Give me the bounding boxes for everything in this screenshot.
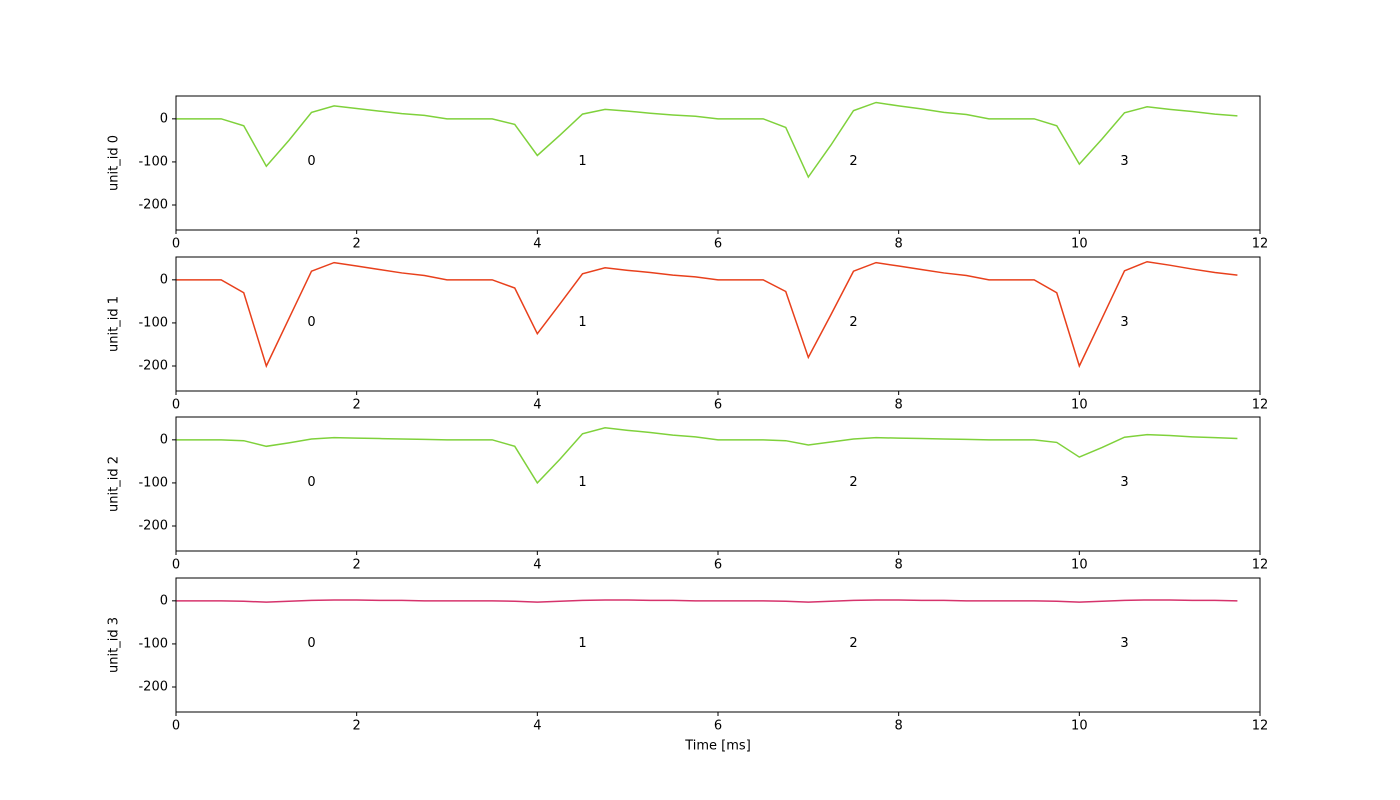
x-tick-label: 12 xyxy=(1252,558,1269,573)
x-tick-label: 12 xyxy=(1252,398,1269,413)
x-tick-label: 4 xyxy=(533,398,541,413)
x-tick-label: 0 xyxy=(172,558,180,573)
channel-label: 2 xyxy=(849,154,857,169)
y-tick-label: 0 xyxy=(160,272,168,287)
waveform-line xyxy=(176,101,1238,179)
y-tick-label: -100 xyxy=(138,315,168,330)
channel-label: 3 xyxy=(1120,315,1128,330)
x-tick-label: 12 xyxy=(1252,719,1269,734)
y-tick-label: -200 xyxy=(138,680,168,695)
x-tick-label: 0 xyxy=(172,237,180,252)
x-tick-label: 6 xyxy=(714,398,722,413)
x-tick-label: 8 xyxy=(895,398,903,413)
x-tick-label: 6 xyxy=(714,237,722,252)
y-tick-label: -100 xyxy=(138,154,168,169)
x-tick-label: 4 xyxy=(533,558,541,573)
y-axis-label: unit_id 3 xyxy=(107,617,122,673)
x-tick-label: 8 xyxy=(895,719,903,734)
waveform-line xyxy=(176,599,1238,603)
x-tick-label: 6 xyxy=(714,558,722,573)
x-tick-label: 6 xyxy=(714,719,722,734)
x-tick-label: 12 xyxy=(1252,237,1269,252)
channel-label: 3 xyxy=(1120,475,1128,490)
axes-frame xyxy=(175,416,1261,552)
axes-frame xyxy=(175,95,1261,231)
channel-label: 1 xyxy=(578,475,586,490)
y-axis-label: unit_id 1 xyxy=(107,296,122,352)
channel-label: 1 xyxy=(578,636,586,651)
x-tick-label: 4 xyxy=(533,719,541,734)
y-tick-label: 0 xyxy=(160,111,168,126)
channel-label: 2 xyxy=(849,636,857,651)
x-tick-label: 2 xyxy=(353,558,361,573)
x-tick-label: 10 xyxy=(1071,398,1088,413)
x-tick-label: 10 xyxy=(1071,237,1088,252)
channel-label: 0 xyxy=(307,636,315,651)
x-tick-label: 0 xyxy=(172,398,180,413)
y-tick-label: 0 xyxy=(160,432,168,447)
x-tick-label: 0 xyxy=(172,719,180,734)
x-tick-label: 2 xyxy=(353,398,361,413)
axes-frame xyxy=(175,577,1261,713)
y-axis-label: unit_id 0 xyxy=(107,135,122,191)
axes-frame xyxy=(175,256,1261,392)
y-tick-label: -100 xyxy=(138,636,168,651)
channel-label: 3 xyxy=(1120,154,1128,169)
x-tick-label: 8 xyxy=(895,558,903,573)
channel-label: 1 xyxy=(578,154,586,169)
y-tick-label: -200 xyxy=(138,198,168,213)
x-tick-label: 2 xyxy=(353,237,361,252)
waveform-line xyxy=(176,260,1238,369)
channel-label: 2 xyxy=(849,315,857,330)
y-axis-label: unit_id 2 xyxy=(107,456,122,512)
x-tick-label: 8 xyxy=(895,237,903,252)
channel-label: 3 xyxy=(1120,636,1128,651)
y-tick-label: 0 xyxy=(160,593,168,608)
channel-label: 0 xyxy=(307,154,315,169)
channel-label: 0 xyxy=(307,315,315,330)
y-tick-label: -200 xyxy=(138,519,168,534)
waveform-line xyxy=(176,427,1238,485)
x-tick-label: 10 xyxy=(1071,719,1088,734)
channel-label: 1 xyxy=(578,315,586,330)
channel-label: 0 xyxy=(307,475,315,490)
x-axis-label: Time [ms] xyxy=(684,739,751,754)
x-tick-label: 2 xyxy=(353,719,361,734)
channel-label: 2 xyxy=(849,475,857,490)
x-tick-label: 4 xyxy=(533,237,541,252)
x-tick-label: 10 xyxy=(1071,558,1088,573)
y-tick-label: -100 xyxy=(138,475,168,490)
y-tick-label: -200 xyxy=(138,359,168,374)
